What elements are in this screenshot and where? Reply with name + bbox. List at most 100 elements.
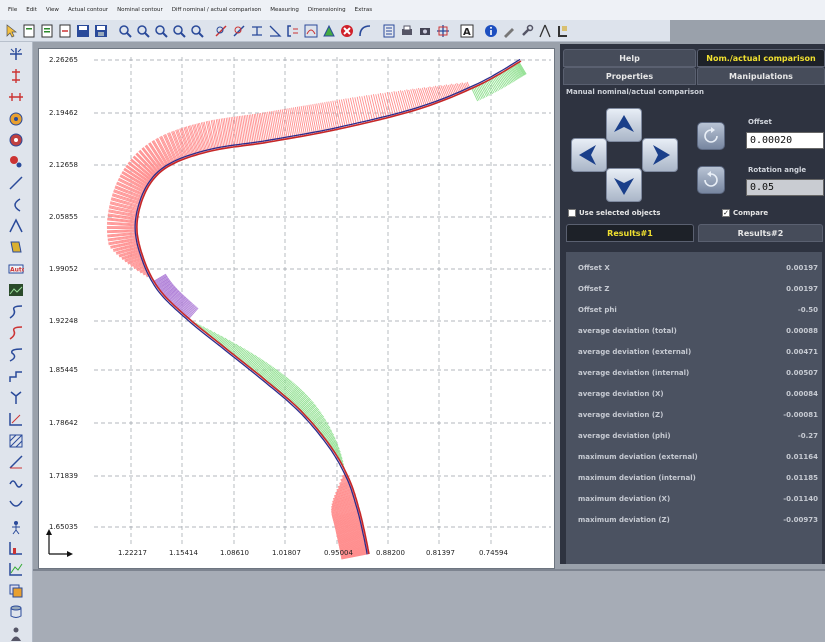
frame-icon[interactable] xyxy=(555,23,571,39)
cancel-icon[interactable] xyxy=(339,23,355,39)
menu-file[interactable]: File xyxy=(8,7,18,13)
profile-two-icon[interactable] xyxy=(6,325,26,341)
deviation-line xyxy=(297,396,310,409)
tab-help[interactable]: Help xyxy=(563,49,696,67)
zoom-previous-icon[interactable] xyxy=(189,23,205,39)
move-down-button[interactable] xyxy=(606,168,642,202)
circle-center-icon[interactable] xyxy=(6,132,26,148)
checkbox-box[interactable] xyxy=(568,209,576,217)
printer-icon[interactable] xyxy=(399,23,415,39)
tab-properties[interactable]: Properties xyxy=(563,67,696,85)
zoom-in-icon[interactable] xyxy=(117,23,133,39)
compare-checkbox[interactable]: ✓ Compare xyxy=(722,209,768,217)
layers-icon[interactable] xyxy=(6,583,26,599)
checkbox-checked-icon[interactable]: ✓ xyxy=(722,208,730,217)
move-up-button[interactable] xyxy=(606,108,642,142)
fit-view-icon[interactable] xyxy=(6,46,26,62)
zoom-window-icon[interactable] xyxy=(153,23,169,39)
line-icon[interactable] xyxy=(6,175,26,191)
curve-down-icon[interactable] xyxy=(6,497,26,513)
menu-edit[interactable]: Edit xyxy=(26,7,37,13)
bracket-icon[interactable] xyxy=(285,23,301,39)
compass-icon[interactable] xyxy=(537,23,553,39)
corner-icon[interactable] xyxy=(6,411,26,427)
text-icon[interactable]: A xyxy=(459,23,475,39)
profile-three-icon[interactable] xyxy=(6,347,26,363)
point-icon[interactable] xyxy=(6,153,26,169)
contour-plot[interactable] xyxy=(39,49,556,570)
rotate-ccw-button[interactable] xyxy=(697,122,725,150)
deviation-line xyxy=(308,104,315,135)
tab-nom-actual-comparison[interactable]: Nom./actual comparison xyxy=(697,49,825,67)
zoom-all-icon[interactable] xyxy=(171,23,187,39)
measure-distance-icon[interactable] xyxy=(231,23,247,39)
import-icon[interactable] xyxy=(57,23,73,39)
menu-extras[interactable]: Extras xyxy=(354,7,373,13)
deviation-line xyxy=(155,276,169,286)
menu-actual-contour[interactable]: Actual contour xyxy=(67,7,109,13)
wave-icon[interactable] xyxy=(6,475,26,491)
step-icon[interactable] xyxy=(6,368,26,384)
slope-icon[interactable] xyxy=(6,454,26,470)
deviation-line xyxy=(265,368,277,382)
angle-icon[interactable] xyxy=(6,218,26,234)
deviation-line xyxy=(334,100,342,129)
deviation-line xyxy=(113,243,140,251)
deviation-line xyxy=(184,126,195,156)
deviation-line xyxy=(307,407,319,419)
tab-manipulations[interactable]: Manipulations xyxy=(697,67,825,85)
grid-icon[interactable] xyxy=(435,23,451,39)
menu-diff-comparison[interactable]: Diff nominal / actual comparison xyxy=(171,7,262,13)
arc-tool-icon[interactable] xyxy=(6,196,26,212)
new-file-icon[interactable] xyxy=(21,23,37,39)
open-file-icon[interactable] xyxy=(39,23,55,39)
menu-dimensioning[interactable]: Dimensioning xyxy=(307,7,346,13)
menu-nominal-contour[interactable]: Nominal contour xyxy=(117,7,163,13)
pointer-icon[interactable] xyxy=(3,23,19,39)
tab-results-1[interactable]: Results#1 xyxy=(566,224,694,242)
report-icon[interactable] xyxy=(381,23,397,39)
person-icon[interactable] xyxy=(6,626,26,642)
branch-icon[interactable] xyxy=(6,390,26,406)
move-left-button[interactable] xyxy=(571,138,607,172)
pen-icon[interactable] xyxy=(501,23,517,39)
graph-icon[interactable] xyxy=(6,561,26,577)
target-icon[interactable] xyxy=(6,110,26,126)
wrench-icon[interactable] xyxy=(519,23,535,39)
deviation-line xyxy=(107,233,138,238)
compare-icon[interactable] xyxy=(303,23,319,39)
info-icon[interactable] xyxy=(483,23,499,39)
image-icon[interactable] xyxy=(6,282,26,298)
deviation-line xyxy=(276,376,288,390)
zoom-out-icon[interactable] xyxy=(135,23,151,39)
tab-results-2[interactable]: Results#2 xyxy=(698,224,823,242)
chart-icon[interactable] xyxy=(6,540,26,556)
menu-view[interactable]: View xyxy=(45,7,59,13)
move-right-button[interactable] xyxy=(642,138,678,172)
auto-icon[interactable]: Auto xyxy=(6,261,26,277)
deviation-line xyxy=(158,279,171,289)
align-vertical-icon[interactable] xyxy=(6,67,26,83)
camera-icon[interactable] xyxy=(417,23,433,39)
deviation-line xyxy=(197,123,206,153)
rotation-angle-input[interactable]: 0.05 xyxy=(746,179,824,196)
save-icon[interactable] xyxy=(75,23,91,39)
rotate-cw-button[interactable] xyxy=(697,166,725,194)
figure-icon[interactable] xyxy=(6,518,26,534)
profile-icon[interactable] xyxy=(6,304,26,320)
align-horizontal-icon[interactable] xyxy=(6,89,26,105)
dimension-icon[interactable] xyxy=(249,23,265,39)
hatch-icon[interactable] xyxy=(6,432,26,448)
use-selected-objects-checkbox[interactable]: Use selected objects xyxy=(568,209,660,217)
triangle-icon[interactable] xyxy=(321,23,337,39)
offset-input[interactable]: 0.00020 xyxy=(746,132,824,149)
save-as-icon[interactable] xyxy=(93,23,109,39)
menu-measuring[interactable]: Measuring xyxy=(270,7,299,13)
result-label: average deviation (phi) xyxy=(578,432,671,440)
dimension-angle-icon[interactable] xyxy=(267,23,283,39)
measure-icon[interactable] xyxy=(213,23,229,39)
cylinder-icon[interactable] xyxy=(6,604,26,620)
arc-icon[interactable] xyxy=(357,23,373,39)
comparison-graph[interactable]: 2.26265 2.19462 2.12658 2.05855 1.99052 … xyxy=(38,48,555,569)
fill-icon[interactable] xyxy=(6,239,26,255)
